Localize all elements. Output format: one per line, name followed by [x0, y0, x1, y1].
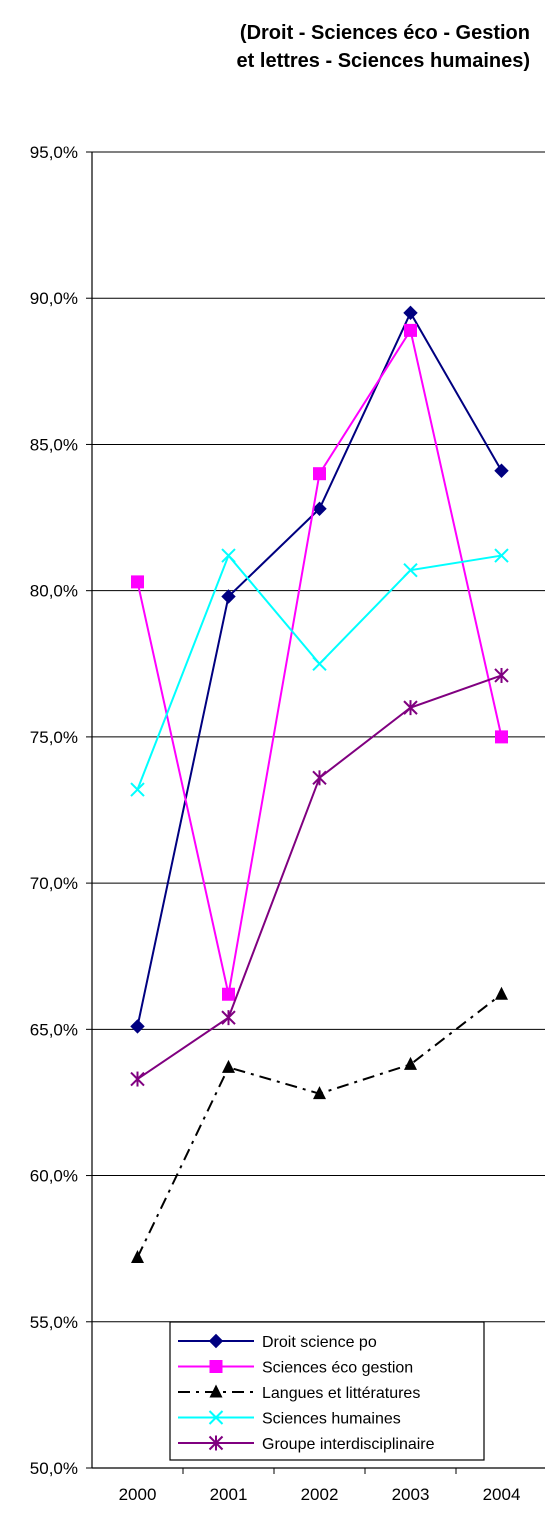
- y-tick-label: 80,0%: [30, 582, 78, 601]
- x-tick-label: 2004: [483, 1485, 521, 1504]
- star-marker: [130, 1071, 145, 1087]
- legend-item: Droit science po: [178, 1333, 377, 1351]
- x-tick-label: 2002: [301, 1485, 339, 1504]
- y-tick-label: 95,0%: [30, 143, 78, 162]
- series-3: [131, 986, 508, 1263]
- legend-label: Sciences humaines: [262, 1411, 401, 1428]
- x-marker: [130, 782, 145, 797]
- chart-title-line-2: et lettres - Sciences humaines): [236, 50, 530, 72]
- series-line: [136, 993, 503, 1258]
- series-1: [130, 305, 509, 1034]
- x-marker-stroke: [403, 562, 418, 578]
- x-tick-label: 2001: [210, 1485, 248, 1504]
- y-tick-label: 75,0%: [30, 728, 78, 747]
- x-marker-stroke: [221, 548, 236, 563]
- series-line: [136, 310, 503, 1027]
- legend-item: Sciences éco gestion: [178, 1360, 413, 1377]
- square-marker: [404, 323, 417, 337]
- diamond-marker: [221, 589, 236, 604]
- series-4: [130, 548, 509, 797]
- axes: [91, 152, 545, 1469]
- legend-label: Groupe interdisciplinaire: [262, 1436, 435, 1453]
- legend-label: Droit science po: [262, 1334, 377, 1351]
- triangle-marker: [404, 1056, 417, 1070]
- legend: Droit science po Sciences éco gestion Lang…: [169, 1321, 485, 1461]
- x-tick-label: 2000: [119, 1485, 157, 1504]
- x-axis-ticks: 2000 2001 2002 2003 2004: [119, 1468, 521, 1504]
- x-marker: [403, 562, 418, 578]
- diamond-marker: [208, 1333, 224, 1349]
- y-tick-label: 90,0%: [30, 289, 78, 308]
- diamond-marker: [130, 1019, 145, 1034]
- diamond-marker: [312, 501, 327, 516]
- diamond-marker: [403, 305, 418, 321]
- legend-label: Sciences éco gestion: [262, 1360, 413, 1377]
- square-marker: [313, 467, 326, 481]
- square-marker: [209, 1360, 223, 1373]
- star-marker: [403, 700, 418, 716]
- x-marker: [494, 548, 509, 563]
- series-2: [131, 323, 508, 1001]
- star-marker: [208, 1435, 224, 1451]
- y-tick-label: 85,0%: [30, 435, 78, 454]
- series-5: [130, 667, 509, 1087]
- legend-label: Langues et littératures: [262, 1385, 420, 1402]
- y-axis-ticks: 50,0% 55,0% 60,0% 65,0% 70,0% 75,0% 80,0% 85,0%…: [30, 143, 92, 1478]
- x-marker: [221, 548, 236, 563]
- y-tick-label: 55,0%: [30, 1313, 78, 1332]
- series-group: [130, 305, 509, 1263]
- triangle-marker: [495, 986, 508, 1000]
- square-marker: [131, 575, 144, 589]
- gridlines: [92, 151, 545, 1323]
- x-marker-stroke: [208, 1410, 224, 1425]
- legend-item: Sciences humaines: [178, 1410, 401, 1428]
- y-tick-label: 60,0%: [30, 1167, 78, 1186]
- x-marker: [312, 656, 327, 671]
- x-marker-stroke: [494, 548, 509, 563]
- legend-item: Groupe interdisciplinaire: [178, 1435, 435, 1453]
- triangle-marker: [222, 1059, 235, 1073]
- x-marker: [208, 1410, 224, 1425]
- legend-item: Langues et littératures: [178, 1384, 420, 1402]
- star-marker: [221, 1010, 236, 1026]
- square-marker: [495, 730, 508, 744]
- chart-title-line-1: (Droit - Sciences éco - Gestion: [239, 22, 530, 44]
- diamond-marker: [494, 463, 509, 478]
- x-tick-label: 2003: [392, 1485, 430, 1504]
- series-line: [136, 674, 502, 1080]
- x-marker-stroke: [312, 656, 327, 671]
- square-marker: [222, 987, 235, 1001]
- triangle-marker: [209, 1384, 223, 1398]
- y-tick-label: 70,0%: [30, 874, 78, 893]
- y-tick-label: 65,0%: [30, 1020, 78, 1039]
- triangle-marker: [313, 1086, 326, 1100]
- triangle-marker: [131, 1249, 144, 1263]
- star-marker: [312, 770, 327, 786]
- x-marker-stroke: [130, 782, 145, 797]
- star-marker: [494, 667, 509, 683]
- y-tick-label: 50,0%: [30, 1459, 78, 1478]
